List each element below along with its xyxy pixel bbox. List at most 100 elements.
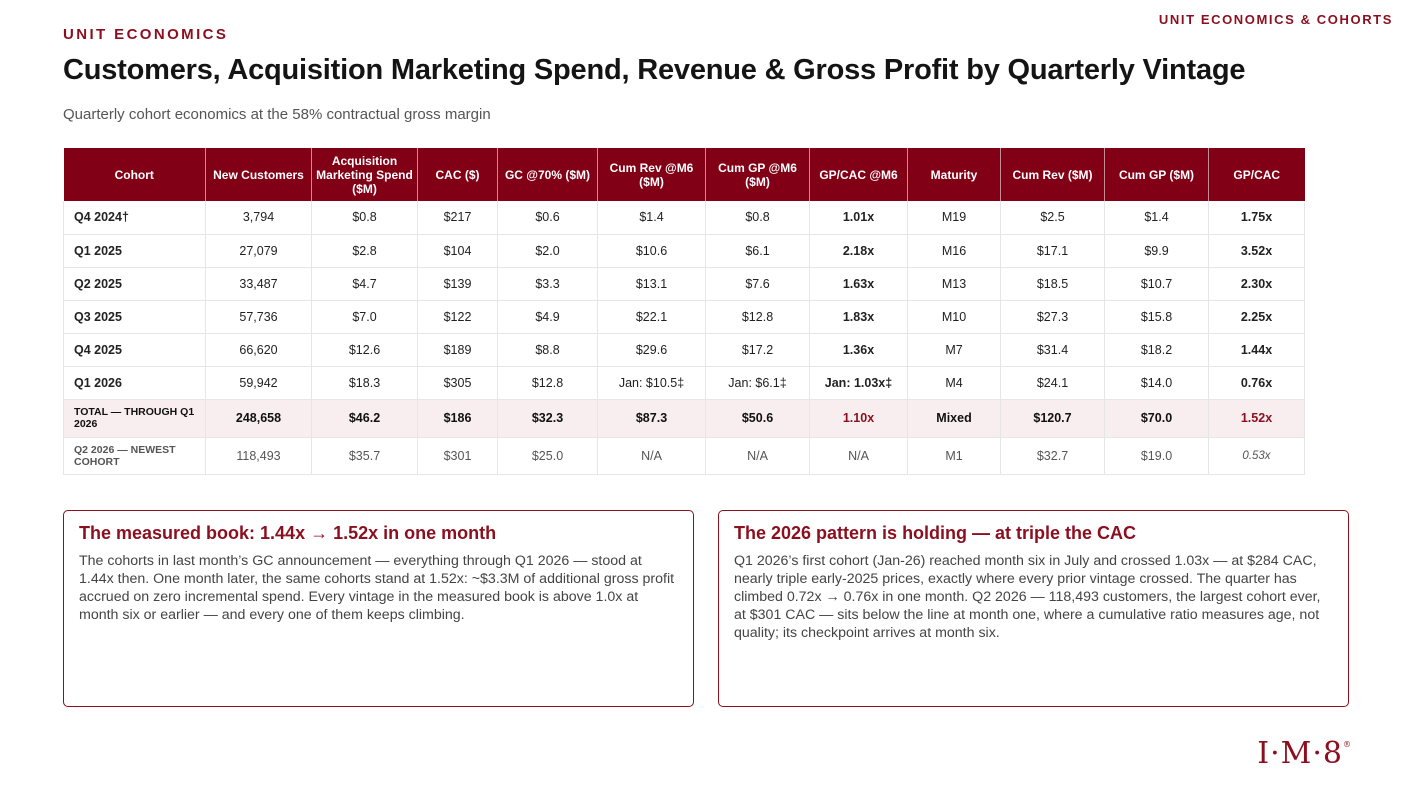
col-header-cac: CAC ($) <box>417 148 498 201</box>
table-total-row: TOTAL — THROUGH Q1 2026 248,658 $46.2 $1… <box>63 399 1305 438</box>
cell-cum-rev: $18.5 <box>1000 267 1105 301</box>
cell-cum-rev: $27.3 <box>1000 300 1105 334</box>
cell-gpcac-m6: 1.83x <box>809 300 908 334</box>
cell-cac: $186 <box>417 399 498 438</box>
cell-gpcac-m6: N/A <box>809 437 908 475</box>
cell-cum-rev-m6: $13.1 <box>597 267 706 301</box>
cell-cohort: Q1 2025 <box>63 234 206 268</box>
table-row: Q4 2024† 3,794 $0.8 $217 $0.6 $1.4 $0.8 … <box>63 201 1305 235</box>
cell-cohort: Q2 2026 — NEWEST COHORT <box>63 437 206 475</box>
cell-gc: $25.0 <box>497 437 598 475</box>
cell-cum-rev-m6: $87.3 <box>597 399 706 438</box>
card-title: The measured book: 1.44x → 1.52x in one … <box>79 523 497 543</box>
cell-maturity: M19 <box>907 201 1001 235</box>
table-row: Q2 2025 33,487 $4.7 $139 $3.3 $13.1 $7.6… <box>63 267 1305 301</box>
cell-new-customers: 27,079 <box>205 234 312 268</box>
col-header-cum-gp-m6: Cum GP @M6 ($M) <box>705 148 810 201</box>
cell-cum-gp: $10.7 <box>1104 267 1209 301</box>
cell-cac: $217 <box>417 201 498 235</box>
cell-maturity: M16 <box>907 234 1001 268</box>
cell-cum-gp: $18.2 <box>1104 333 1209 367</box>
col-header-new-customers: New Customers <box>205 148 312 201</box>
cell-cum-rev-m6: Jan: $10.5‡ <box>597 366 706 400</box>
cell-cohort: Q3 2025 <box>63 300 206 334</box>
cell-cum-gp-m6: $12.8 <box>705 300 810 334</box>
col-header-gc: GC @70% ($M) <box>497 148 598 201</box>
cell-maturity: M13 <box>907 267 1001 301</box>
cell-cum-gp: $9.9 <box>1104 234 1209 268</box>
cell-gpcac-m6: 1.10x <box>809 399 908 438</box>
section-tag: UNIT ECONOMICS & COHORTS <box>1158 12 1393 27</box>
table-row: Q4 2025 66,620 $12.6 $189 $8.8 $29.6 $17… <box>63 333 1305 367</box>
cohort-table: Cohort New Customers Acquisition Marketi… <box>63 148 1305 475</box>
cell-cum-gp: $70.0 <box>1104 399 1209 438</box>
col-header-cum-rev: Cum Rev ($M) <box>1000 148 1105 201</box>
cell-spend: $46.2 <box>311 399 418 438</box>
logo-text: I·M·8 <box>1257 736 1343 771</box>
cell-spend: $2.8 <box>311 234 418 268</box>
cell-new-customers: 59,942 <box>205 366 312 400</box>
cell-cac: $104 <box>417 234 498 268</box>
col-header-cum-rev-m6: Cum Rev @M6 ($M) <box>597 148 706 201</box>
table-row: Q1 2025 27,079 $2.8 $104 $2.0 $10.6 $6.1… <box>63 234 1305 268</box>
cell-cum-rev-m6: $29.6 <box>597 333 706 367</box>
cell-cohort: Q4 2024† <box>63 201 206 235</box>
cell-spend: $7.0 <box>311 300 418 334</box>
cell-cum-rev: $2.5 <box>1000 201 1105 235</box>
cell-maturity: M10 <box>907 300 1001 334</box>
cell-gc: $3.3 <box>497 267 598 301</box>
registered-mark: ® <box>1343 740 1352 749</box>
insight-card-2026-pattern: The 2026 pattern is holding — at triple … <box>718 510 1349 707</box>
eyebrow-label: UNIT ECONOMICS <box>63 26 229 43</box>
cell-gpcac: 1.52x <box>1208 399 1305 438</box>
col-header-maturity: Maturity <box>907 148 1001 201</box>
table-row: Q1 2026 59,942 $18.3 $305 $12.8 Jan: $10… <box>63 366 1305 400</box>
cell-gpcac: 0.53x <box>1208 437 1305 475</box>
table-row: Q3 2025 57,736 $7.0 $122 $4.9 $22.1 $12.… <box>63 300 1305 334</box>
cell-maturity: Mixed <box>907 399 1001 438</box>
col-header-cohort: Cohort <box>63 148 206 201</box>
cell-cum-gp-m6: $7.6 <box>705 267 810 301</box>
cell-gc: $8.8 <box>497 333 598 367</box>
cell-cum-gp: $14.0 <box>1104 366 1209 400</box>
cell-cum-rev: $120.7 <box>1000 399 1105 438</box>
cell-new-customers: 248,658 <box>205 399 312 438</box>
cell-gpcac-m6: 1.36x <box>809 333 908 367</box>
cell-cum-rev: $17.1 <box>1000 234 1105 268</box>
card-body: Q1 2026’s first cohort (Jan-26) reached … <box>734 553 1321 641</box>
cell-gpcac: 2.25x <box>1208 300 1305 334</box>
cell-spend: $12.6 <box>311 333 418 367</box>
cell-cohort: Q4 2025 <box>63 333 206 367</box>
card-body: The cohorts in last month’s GC announcem… <box>79 553 675 623</box>
cell-gc: $0.6 <box>497 201 598 235</box>
cell-gc: $2.0 <box>497 234 598 268</box>
cell-spend: $35.7 <box>311 437 418 475</box>
cell-new-customers: 66,620 <box>205 333 312 367</box>
company-logo: I·M·8® <box>1257 736 1352 771</box>
cell-gpcac-m6: Jan: 1.03x‡ <box>809 366 908 400</box>
cell-gpcac-m6: 1.63x <box>809 267 908 301</box>
cell-cum-rev: $32.7 <box>1000 437 1105 475</box>
cell-cum-gp-m6: $6.1 <box>705 234 810 268</box>
cell-new-customers: 3,794 <box>205 201 312 235</box>
cell-cum-gp-m6: $50.6 <box>705 399 810 438</box>
cell-cum-gp-m6: Jan: $6.1‡ <box>705 366 810 400</box>
cell-cum-gp: $19.0 <box>1104 437 1209 475</box>
cell-gpcac: 1.75x <box>1208 201 1305 235</box>
cell-new-customers: 118,493 <box>205 437 312 475</box>
cell-cum-rev-m6: $10.6 <box>597 234 706 268</box>
cell-cum-gp: $15.8 <box>1104 300 1209 334</box>
cell-new-customers: 33,487 <box>205 267 312 301</box>
cell-gpcac: 3.52x <box>1208 234 1305 268</box>
col-header-spend: Acquisition Marketing Spend ($M) <box>311 148 418 201</box>
cell-gpcac-m6: 2.18x <box>809 234 908 268</box>
cell-gpcac-m6: 1.01x <box>809 201 908 235</box>
page-title: Customers, Acquisition Marketing Spend, … <box>63 54 1246 86</box>
cell-cum-rev: $24.1 <box>1000 366 1105 400</box>
cell-maturity: M7 <box>907 333 1001 367</box>
cell-cac: $122 <box>417 300 498 334</box>
col-header-gpcac-m6: GP/CAC @M6 <box>809 148 908 201</box>
table-newest-row: Q2 2026 — NEWEST COHORT 118,493 $35.7 $3… <box>63 437 1305 475</box>
cell-cac: $301 <box>417 437 498 475</box>
table-header-row: Cohort New Customers Acquisition Marketi… <box>63 148 1305 201</box>
